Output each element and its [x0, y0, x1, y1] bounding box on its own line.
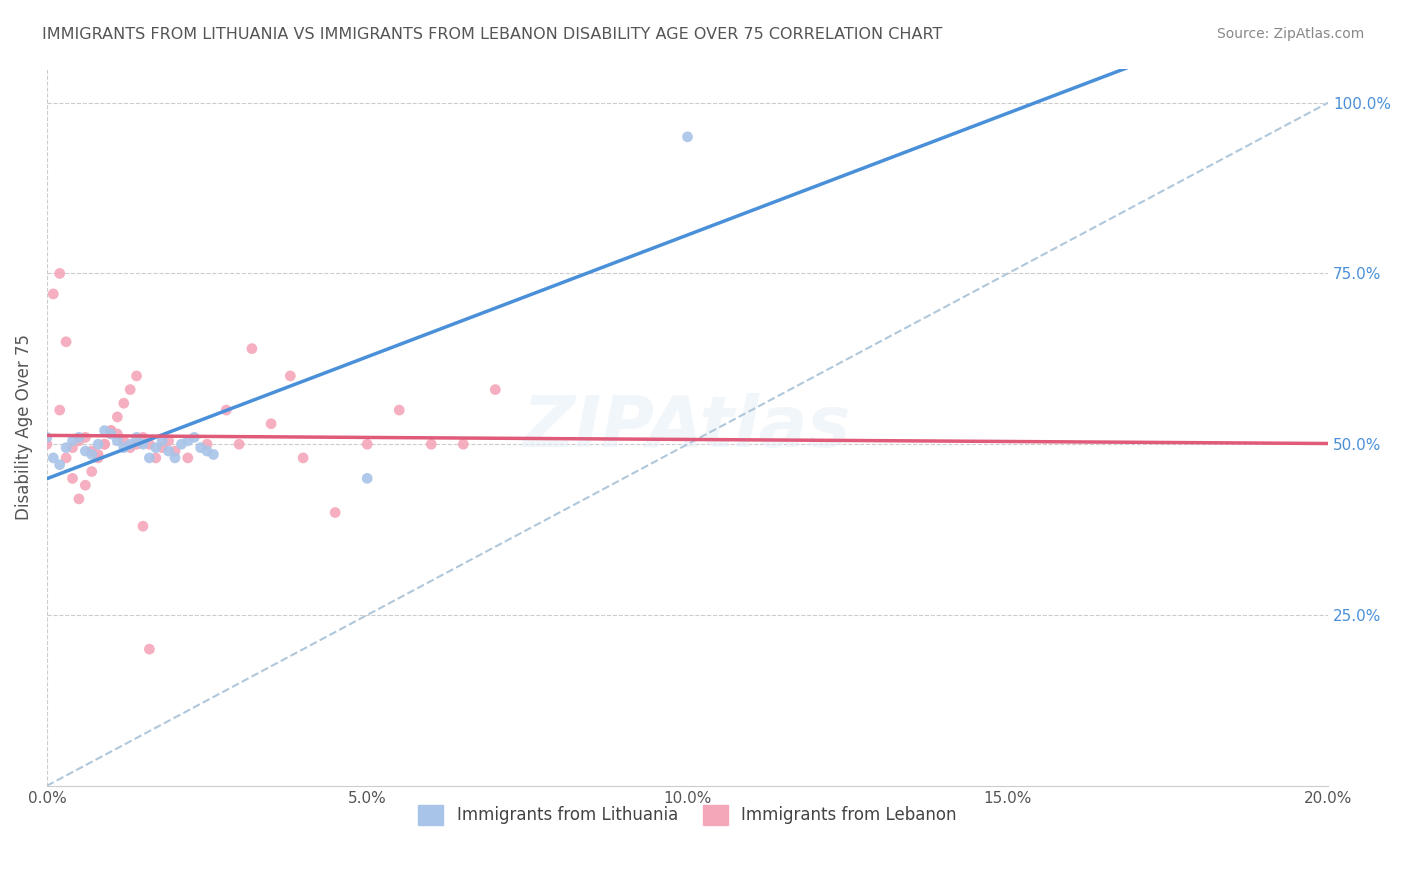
Point — [163, 444, 186, 458]
Point — [48, 267, 70, 281]
Point — [292, 450, 315, 465]
Point — [183, 430, 205, 444]
Point — [138, 437, 160, 451]
Point — [132, 430, 155, 444]
Point — [100, 424, 122, 438]
Point — [177, 450, 200, 465]
Point — [420, 437, 443, 451]
Point — [48, 403, 70, 417]
Point — [42, 450, 65, 465]
Point — [150, 434, 173, 448]
Point — [240, 342, 263, 356]
Point — [388, 403, 411, 417]
Point — [125, 430, 148, 444]
Point — [215, 403, 238, 417]
Point — [100, 424, 122, 438]
Point — [177, 434, 200, 448]
Point — [42, 287, 65, 301]
Point — [55, 450, 77, 465]
Point — [145, 441, 167, 455]
Point — [150, 441, 173, 455]
Point — [356, 471, 378, 485]
Point — [67, 430, 90, 444]
Point — [62, 434, 84, 448]
Point — [125, 368, 148, 383]
Legend: Immigrants from Lithuania, Immigrants from Lebanon: Immigrants from Lithuania, Immigrants fr… — [408, 795, 967, 835]
Point — [35, 437, 58, 451]
Point — [170, 437, 193, 451]
Point — [93, 437, 115, 451]
Point — [93, 424, 115, 438]
Point — [120, 441, 142, 455]
Point — [112, 434, 135, 448]
Point — [138, 642, 160, 657]
Y-axis label: Disability Age Over 75: Disability Age Over 75 — [15, 334, 32, 520]
Point — [62, 471, 84, 485]
Point — [75, 444, 97, 458]
Point — [75, 430, 97, 444]
Point — [145, 450, 167, 465]
Point — [132, 519, 155, 533]
Point — [80, 444, 103, 458]
Point — [112, 396, 135, 410]
Point — [163, 450, 186, 465]
Point — [356, 437, 378, 451]
Point — [157, 444, 180, 458]
Point — [67, 491, 90, 506]
Point — [112, 441, 135, 455]
Point — [80, 448, 103, 462]
Point — [484, 383, 506, 397]
Point — [120, 383, 142, 397]
Point — [195, 437, 218, 451]
Point — [195, 444, 218, 458]
Point — [93, 437, 115, 451]
Point — [132, 437, 155, 451]
Point — [87, 437, 110, 451]
Point — [105, 427, 128, 442]
Point — [202, 448, 225, 462]
Point — [62, 441, 84, 455]
Point — [157, 434, 180, 448]
Point — [676, 129, 699, 144]
Text: ZIPAtlas: ZIPAtlas — [523, 392, 852, 462]
Point — [48, 458, 70, 472]
Point — [105, 434, 128, 448]
Text: IMMIGRANTS FROM LITHUANIA VS IMMIGRANTS FROM LEBANON DISABILITY AGE OVER 75 CORR: IMMIGRANTS FROM LITHUANIA VS IMMIGRANTS … — [42, 27, 942, 42]
Point — [453, 437, 475, 451]
Point — [125, 437, 148, 451]
Point — [35, 430, 58, 444]
Point — [323, 506, 346, 520]
Point — [100, 427, 122, 442]
Point — [55, 334, 77, 349]
Point — [120, 437, 142, 451]
Point — [75, 478, 97, 492]
Point — [138, 450, 160, 465]
Point — [80, 465, 103, 479]
Point — [228, 437, 250, 451]
Point — [67, 434, 90, 448]
Point — [260, 417, 283, 431]
Point — [87, 448, 110, 462]
Point — [87, 450, 110, 465]
Point — [55, 441, 77, 455]
Point — [105, 409, 128, 424]
Point — [278, 368, 301, 383]
Point — [190, 441, 212, 455]
Text: Source: ZipAtlas.com: Source: ZipAtlas.com — [1216, 27, 1364, 41]
